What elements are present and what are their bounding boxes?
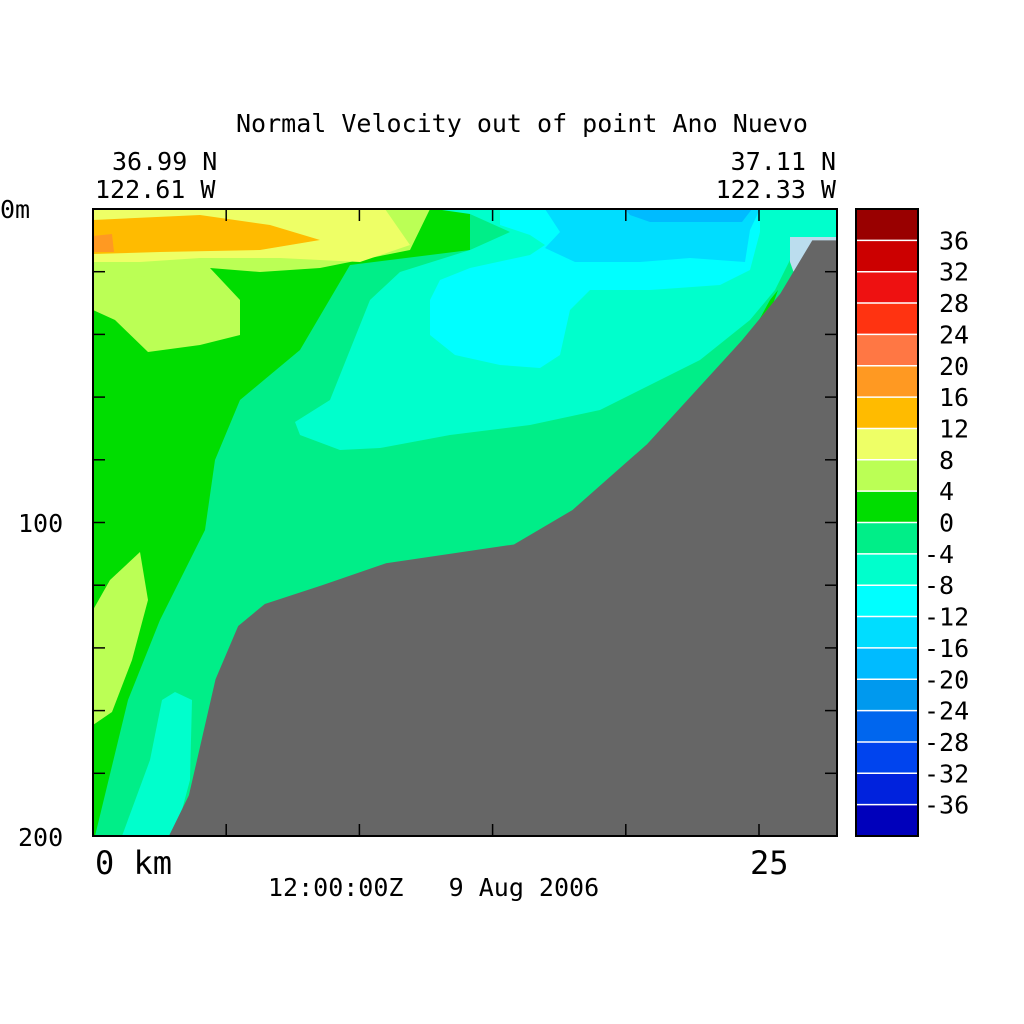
colorbar-swatch bbox=[856, 710, 918, 743]
colorbar-swatch bbox=[856, 240, 918, 273]
colorbar-swatch bbox=[856, 773, 918, 806]
colorbar-swatch bbox=[856, 303, 918, 335]
top-left-lon: 122.61 W bbox=[95, 175, 216, 204]
colorbar-label: -4 bbox=[924, 540, 954, 569]
colorbar-swatch bbox=[856, 365, 918, 398]
colorbar-swatch bbox=[856, 459, 918, 492]
colorbar-swatch bbox=[856, 679, 918, 712]
colorbar-swatch bbox=[856, 553, 918, 586]
x-end-label: 25 bbox=[750, 844, 789, 882]
colorbar-swatch bbox=[856, 209, 918, 241]
top-right-lat: 37.11 N bbox=[731, 147, 836, 176]
colorbar-label: -16 bbox=[924, 634, 969, 663]
colorbar-label: -28 bbox=[924, 728, 969, 757]
colorbar-frame bbox=[855, 208, 919, 837]
colorbar-label: 32 bbox=[939, 258, 969, 287]
colorbar-swatch bbox=[856, 647, 918, 680]
colorbar-label: -20 bbox=[924, 665, 969, 694]
colorbar-swatch bbox=[856, 616, 918, 649]
y-top-label: 0m bbox=[0, 195, 30, 224]
colorbar-swatch bbox=[856, 334, 918, 367]
colorbar-swatch bbox=[856, 428, 918, 461]
colorbar-label: 16 bbox=[939, 383, 969, 412]
top-left-lat: 36.99 N bbox=[112, 147, 217, 176]
colorbar-label: 24 bbox=[939, 320, 969, 349]
chart-title: Normal Velocity out of point Ano Nuevo bbox=[236, 109, 808, 138]
seafloor-land bbox=[168, 240, 837, 837]
colorbar-swatch bbox=[856, 271, 918, 304]
colorbar-swatch bbox=[856, 741, 918, 774]
colorbar-label: -32 bbox=[924, 759, 969, 788]
timestamp: 12:00:00Z 9 Aug 2006 bbox=[268, 873, 599, 902]
colorbar-swatch bbox=[856, 397, 918, 429]
colorbar-label: 12 bbox=[939, 414, 969, 443]
colorbar-label: 8 bbox=[939, 446, 954, 475]
top-right-lon: 122.33 W bbox=[716, 175, 837, 204]
colorbar-label: 4 bbox=[939, 477, 954, 506]
x-start-label: 0 km bbox=[95, 844, 172, 882]
colorbar-label: 36 bbox=[939, 226, 969, 255]
colorbar-swatch bbox=[856, 522, 918, 555]
colorbar-label: -8 bbox=[924, 571, 954, 600]
colorbar-swatch bbox=[856, 804, 918, 837]
colorbar-label: -24 bbox=[924, 697, 969, 726]
axis-ticks bbox=[93, 208, 837, 837]
colorbar-label: -36 bbox=[924, 791, 969, 820]
colorbar-swatch bbox=[856, 585, 918, 618]
colorbar-label: 28 bbox=[939, 289, 969, 318]
y-tick-100: 100 bbox=[18, 509, 63, 538]
colorbar-label: -12 bbox=[924, 603, 969, 632]
colorbar-swatch bbox=[856, 491, 918, 523]
y-tick-200: 200 bbox=[18, 823, 63, 852]
colorbar-label: 0 bbox=[939, 509, 954, 538]
colorbar-label: 20 bbox=[939, 352, 969, 381]
